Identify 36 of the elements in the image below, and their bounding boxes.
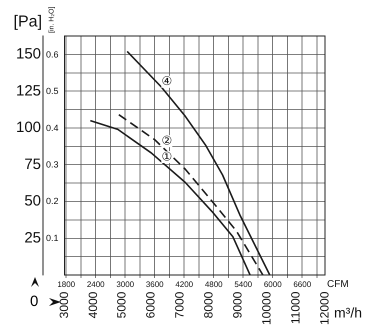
x2-tick-label: 10000 bbox=[259, 291, 274, 326]
x2-tick-label: 5000 bbox=[114, 291, 129, 318]
y-tick-label: 75 bbox=[24, 156, 42, 173]
x-tick-label: 4200 bbox=[175, 280, 194, 290]
x-axis-title: CFM bbox=[327, 278, 349, 290]
series-label: ① bbox=[161, 149, 172, 164]
series-label: ④ bbox=[161, 74, 172, 88]
x2-tick-label: 9000 bbox=[230, 291, 244, 318]
x-tick-label: 5400 bbox=[234, 280, 253, 290]
x2-tick-label: 8000 bbox=[202, 291, 216, 318]
y2-tick-label: 0.3 bbox=[46, 160, 59, 170]
x-tick-label: 4800 bbox=[204, 280, 224, 290]
x-tick-label: 1800 bbox=[57, 280, 76, 290]
x-tick-label: 2400 bbox=[86, 280, 106, 290]
y-tick-label: 25 bbox=[24, 229, 42, 246]
y2-tick-label: 0.2 bbox=[46, 196, 59, 206]
y2-tick-label: 0.5 bbox=[46, 86, 59, 96]
y-tick-label: 50 bbox=[24, 192, 42, 210]
y-tick-label: 100 bbox=[16, 119, 42, 136]
x-tick-label: 3600 bbox=[146, 280, 164, 290]
x-tick-label: 6000 bbox=[264, 280, 282, 290]
x-tick-label: 6600 bbox=[293, 280, 312, 290]
y2-tick-label: 0.1 bbox=[46, 232, 59, 243]
y2-tick-label: 0.6 bbox=[46, 50, 59, 60]
text: 0 bbox=[30, 293, 38, 310]
x2-axis-title: m³/h bbox=[334, 304, 362, 320]
x-tick-label: 3000 bbox=[116, 280, 135, 290]
y-axis-title: [Pa] bbox=[14, 13, 42, 30]
y-tick-label: 150 bbox=[16, 46, 42, 63]
x2-tick-label: 12000 bbox=[317, 291, 332, 326]
x2-tick-label: 4000 bbox=[86, 291, 100, 318]
y2-tick-label: 0.4 bbox=[46, 122, 59, 133]
x2-tick-label: 11000 bbox=[288, 291, 302, 324]
series-label: ② bbox=[161, 133, 172, 148]
x2-tick-label: 7000 bbox=[172, 291, 187, 318]
y-tick-label: 125 bbox=[16, 82, 42, 100]
